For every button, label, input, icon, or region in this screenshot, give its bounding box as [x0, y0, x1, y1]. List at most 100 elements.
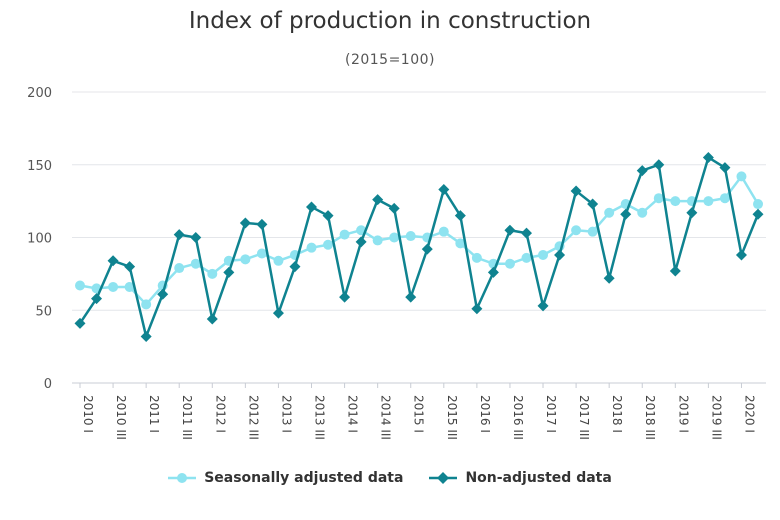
x-tick-label: 2014 III: [379, 395, 393, 440]
chart-title: Index of production in construction: [188, 8, 592, 34]
non-adjusted-point: [669, 265, 681, 277]
non-adjusted-point: [306, 201, 318, 213]
non-adjusted-point: [405, 291, 417, 303]
non-adjusted-point: [653, 159, 665, 171]
non-adjusted-point: [256, 218, 268, 230]
x-tick-label: 2016 I: [478, 395, 492, 433]
grid-lines: [72, 91, 766, 384]
seasonally-adjusted-point: [753, 199, 763, 210]
non-adjusted-point: [520, 227, 532, 239]
seasonally-adjusted-point: [174, 263, 185, 274]
non-adjusted-point: [438, 183, 450, 195]
non-adjusted-point: [206, 313, 218, 325]
non-adjusted-point: [239, 217, 251, 229]
non-adjusted-point: [537, 300, 549, 312]
x-tick-label: 2011 III: [180, 395, 194, 440]
seasonally-adjusted-point: [538, 249, 549, 260]
seasonally-adjusted-point: [521, 252, 532, 263]
x-axis: 2010 I 2010 III 2011 I 2011 III 2012 I 2012 I…: [79, 383, 756, 440]
x-tick-label: 2011 I: [147, 395, 161, 433]
seasonally-adjusted-point: [736, 171, 747, 182]
x-tick-label: 2015 III: [445, 395, 459, 440]
legend-label: Non-adjusted data: [465, 470, 612, 486]
legend-label: Seasonally adjusted data: [204, 470, 404, 486]
seasonally-adjusted-point: [141, 299, 152, 310]
seasonally-adjusted-point: [207, 268, 218, 279]
non-adjusted-point: [372, 194, 384, 206]
seasonally-adjusted-point: [240, 254, 251, 265]
x-tick-label: 2019 I: [676, 395, 690, 433]
non-adjusted-point: [752, 208, 764, 220]
seasonally-adjusted-point: [273, 255, 284, 266]
y-tick-label: 0: [44, 377, 52, 392]
seasonally-adjusted-point: [587, 226, 598, 237]
seasonally-adjusted-point: [339, 229, 350, 240]
non-adjusted-point: [471, 303, 483, 315]
x-tick-label: 2010 III: [114, 395, 128, 440]
non-adjusted-point: [355, 236, 367, 248]
y-tick-label: 150: [27, 159, 52, 174]
non-adjusted-point: [107, 255, 119, 267]
seasonally-adjusted-point: [124, 281, 135, 292]
non-adjusted-point: [587, 198, 599, 210]
non-adjusted-point: [702, 151, 714, 163]
y-tick-label: 200: [27, 86, 52, 101]
non-adjusted-point: [173, 229, 185, 241]
seasonally-adjusted-point: [471, 252, 482, 263]
x-tick-label: 2010 I: [81, 395, 95, 433]
x-tick-label: 2012 I: [213, 395, 227, 433]
non-adjusted-line: [78, 156, 760, 338]
non-adjusted-point: [454, 210, 466, 222]
x-tick-label: 2012 III: [246, 395, 260, 440]
seasonally-adjusted-point: [653, 193, 664, 204]
seasonally-adjusted-point: [323, 239, 334, 250]
non-adjusted-point: [554, 249, 566, 261]
seasonally-adjusted-point: [438, 226, 449, 237]
series-layer: [74, 151, 764, 342]
non-adjusted-point: [223, 266, 235, 278]
seasonally-adjusted-point: [703, 196, 714, 207]
seasonally-adjusted-point: [637, 207, 648, 218]
seasonally-adjusted-point: [604, 207, 615, 218]
non-adjusted-point: [570, 185, 582, 197]
legend-item-seasonally-adjusted[interactable]: Seasonally adjusted data: [168, 470, 403, 486]
x-tick-label: 2018 I: [610, 395, 624, 433]
x-tick-label: 2015 I: [412, 395, 426, 433]
x-tick-label: 2013 III: [313, 395, 327, 440]
seasonally-adjusted-point: [719, 193, 730, 204]
non-adjusted-point: [719, 162, 731, 174]
non-adjusted-point: [272, 307, 284, 319]
seasonally-adjusted-point: [306, 242, 317, 253]
y-axis: 0 50 100 150 200: [27, 86, 52, 392]
non-adjusted-point: [603, 272, 615, 284]
non-adjusted-point: [140, 330, 152, 342]
x-tick-label: 2019 III: [709, 395, 723, 440]
non-adjusted-point: [74, 317, 86, 329]
x-tick-label: 2020 I: [742, 395, 756, 433]
x-tick-label: 2017 III: [577, 395, 591, 440]
legend-diamond-marker-icon: [429, 472, 458, 484]
x-tick-label: 2014 I: [346, 395, 360, 433]
non-adjusted-point: [157, 288, 169, 300]
non-adjusted-point: [686, 207, 698, 219]
non-adjusted-point: [190, 232, 202, 243]
non-adjusted-point: [421, 243, 433, 255]
chart-subtitle: (2015=100): [344, 52, 435, 68]
seasonally-adjusted-point: [190, 258, 201, 269]
non-adjusted-point: [339, 291, 351, 303]
non-adjusted-point: [124, 261, 136, 273]
legend-circle-marker-icon: [168, 473, 197, 483]
non-adjusted-point: [289, 261, 301, 273]
x-tick-label: 2018 III: [643, 395, 657, 440]
non-adjusted-point: [504, 224, 516, 236]
y-tick-label: 100: [27, 232, 52, 247]
seasonally-adjusted-point: [75, 280, 85, 291]
non-adjusted-point: [388, 202, 400, 214]
x-tick-label: 2013 I: [279, 395, 293, 433]
non-adjusted-point: [487, 266, 499, 278]
seasonally-adjusted-point: [256, 248, 267, 259]
seasonally-adjusted-point: [455, 238, 466, 249]
y-tick-label: 50: [35, 304, 52, 319]
legend-item-non-adjusted[interactable]: Non-adjusted data: [429, 470, 612, 486]
